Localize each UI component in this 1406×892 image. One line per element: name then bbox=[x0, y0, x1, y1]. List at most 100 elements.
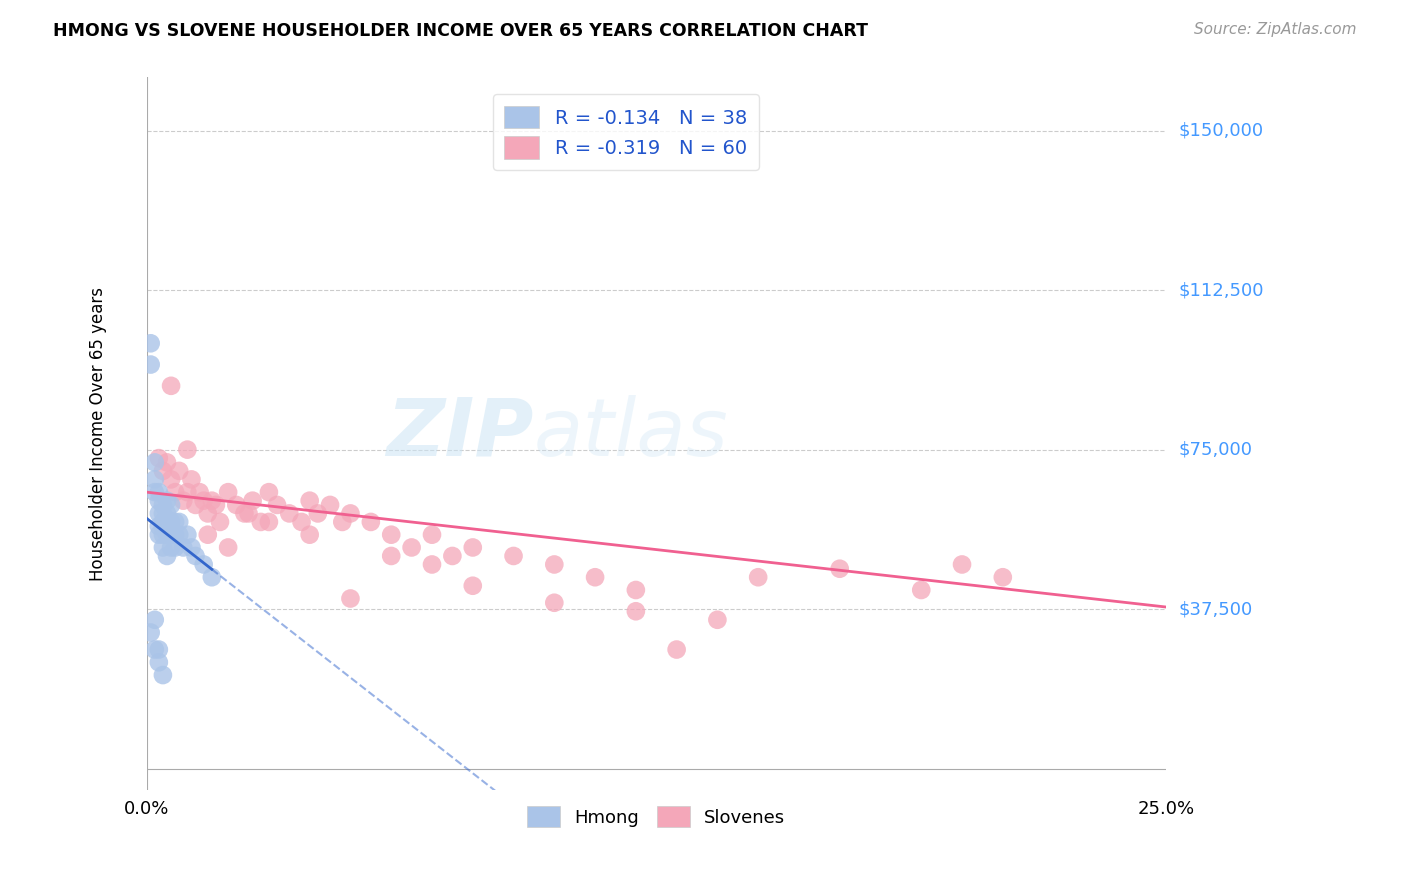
Point bbox=[165, 485, 187, 500]
Point bbox=[184, 498, 207, 512]
Text: Householder Income Over 65 years: Householder Income Over 65 years bbox=[89, 286, 107, 581]
Point bbox=[193, 493, 215, 508]
Point bbox=[205, 498, 228, 512]
Point bbox=[139, 358, 162, 372]
Point bbox=[257, 485, 280, 500]
Point bbox=[624, 582, 647, 597]
Point bbox=[176, 527, 198, 541]
Point bbox=[156, 455, 179, 469]
Point bbox=[165, 527, 187, 541]
Point bbox=[330, 515, 353, 529]
Point bbox=[143, 613, 166, 627]
Point bbox=[208, 515, 231, 529]
Point bbox=[298, 527, 321, 541]
Point bbox=[257, 515, 280, 529]
Point bbox=[217, 485, 239, 500]
Text: $75,000: $75,000 bbox=[1178, 441, 1253, 458]
Point bbox=[238, 507, 260, 521]
Point bbox=[197, 507, 219, 521]
Point bbox=[543, 558, 565, 572]
Point bbox=[156, 493, 179, 508]
Point bbox=[747, 570, 769, 584]
Point bbox=[502, 549, 524, 563]
Point bbox=[298, 493, 321, 508]
Point bbox=[148, 485, 170, 500]
Point bbox=[201, 570, 224, 584]
Point bbox=[217, 541, 239, 555]
Point bbox=[152, 464, 174, 478]
Point bbox=[160, 498, 183, 512]
Text: HMONG VS SLOVENE HOUSEHOLDER INCOME OVER 65 YEARS CORRELATION CHART: HMONG VS SLOVENE HOUSEHOLDER INCOME OVER… bbox=[53, 22, 869, 40]
Point bbox=[910, 582, 932, 597]
Point bbox=[152, 519, 174, 533]
Point bbox=[148, 451, 170, 466]
Point bbox=[152, 498, 174, 512]
Point bbox=[197, 527, 219, 541]
Point bbox=[441, 549, 464, 563]
Point bbox=[706, 613, 728, 627]
Point bbox=[139, 625, 162, 640]
Point bbox=[148, 642, 170, 657]
Point bbox=[152, 541, 174, 555]
Text: ZIP: ZIP bbox=[387, 394, 534, 473]
Text: Source: ZipAtlas.com: Source: ZipAtlas.com bbox=[1194, 22, 1357, 37]
Point bbox=[156, 507, 179, 521]
Point bbox=[176, 485, 198, 500]
Point bbox=[233, 507, 256, 521]
Legend: Hmong, Slovenes: Hmong, Slovenes bbox=[520, 799, 793, 834]
Point bbox=[420, 527, 443, 541]
Point bbox=[991, 570, 1014, 584]
Point bbox=[225, 498, 247, 512]
Point bbox=[201, 493, 224, 508]
Point bbox=[160, 472, 183, 486]
Point bbox=[167, 464, 190, 478]
Text: $112,500: $112,500 bbox=[1178, 281, 1264, 299]
Point bbox=[319, 498, 342, 512]
Point bbox=[624, 604, 647, 618]
Point bbox=[152, 527, 174, 541]
Point bbox=[152, 507, 174, 521]
Point bbox=[184, 549, 207, 563]
Point bbox=[380, 549, 402, 563]
Point bbox=[148, 655, 170, 669]
Point bbox=[193, 558, 215, 572]
Point bbox=[180, 472, 202, 486]
Point bbox=[420, 558, 443, 572]
Point bbox=[156, 527, 179, 541]
Point bbox=[307, 507, 329, 521]
Point bbox=[543, 596, 565, 610]
Point bbox=[665, 642, 688, 657]
Text: $37,500: $37,500 bbox=[1178, 600, 1253, 618]
Point bbox=[167, 527, 190, 541]
Point bbox=[143, 485, 166, 500]
Point bbox=[160, 541, 183, 555]
Point bbox=[160, 515, 183, 529]
Point bbox=[172, 541, 194, 555]
Point bbox=[148, 527, 170, 541]
Point bbox=[165, 541, 187, 555]
Point bbox=[266, 498, 288, 512]
Point bbox=[156, 515, 179, 529]
Point bbox=[401, 541, 423, 555]
Point bbox=[461, 541, 484, 555]
Point bbox=[160, 527, 183, 541]
Point bbox=[461, 579, 484, 593]
Point bbox=[152, 515, 174, 529]
Point bbox=[360, 515, 382, 529]
Point bbox=[339, 507, 361, 521]
Point bbox=[242, 493, 264, 508]
Point bbox=[249, 515, 271, 529]
Point bbox=[828, 562, 851, 576]
Point bbox=[143, 642, 166, 657]
Point bbox=[143, 455, 166, 469]
Point bbox=[156, 549, 179, 563]
Point bbox=[152, 668, 174, 682]
Point bbox=[148, 493, 170, 508]
Point bbox=[148, 519, 170, 533]
Point bbox=[176, 442, 198, 457]
Point bbox=[172, 493, 194, 508]
Point bbox=[583, 570, 606, 584]
Point bbox=[167, 515, 190, 529]
Point bbox=[278, 507, 301, 521]
Text: $150,000: $150,000 bbox=[1178, 121, 1263, 140]
